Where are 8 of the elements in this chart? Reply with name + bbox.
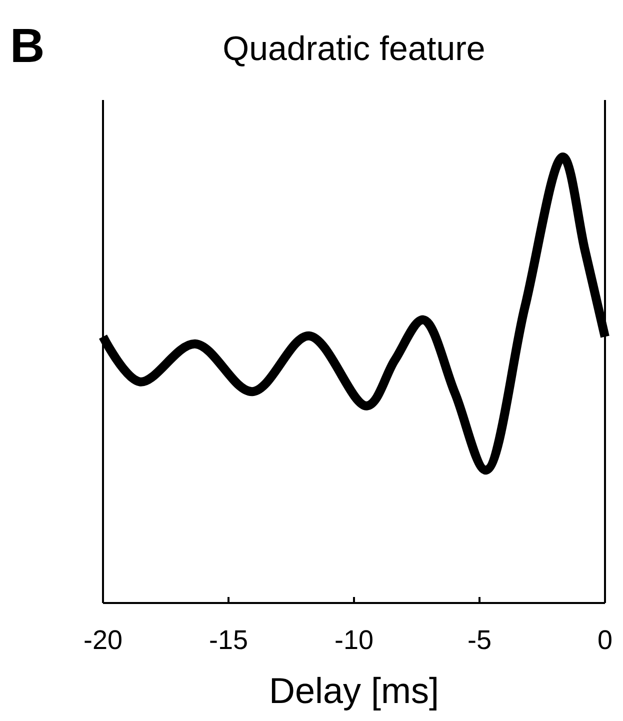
x-tick-label: 0 bbox=[597, 625, 613, 655]
x-tick-label: -10 bbox=[334, 625, 374, 655]
chart-title: Quadratic feature bbox=[222, 30, 486, 68]
x-tick-label: -15 bbox=[208, 625, 248, 655]
text: B bbox=[10, 20, 45, 73]
x-axis-title: Delay [ms] bbox=[268, 670, 440, 711]
x-tick-label: -5 bbox=[467, 625, 492, 655]
x-tick-label: -20 bbox=[83, 625, 123, 655]
